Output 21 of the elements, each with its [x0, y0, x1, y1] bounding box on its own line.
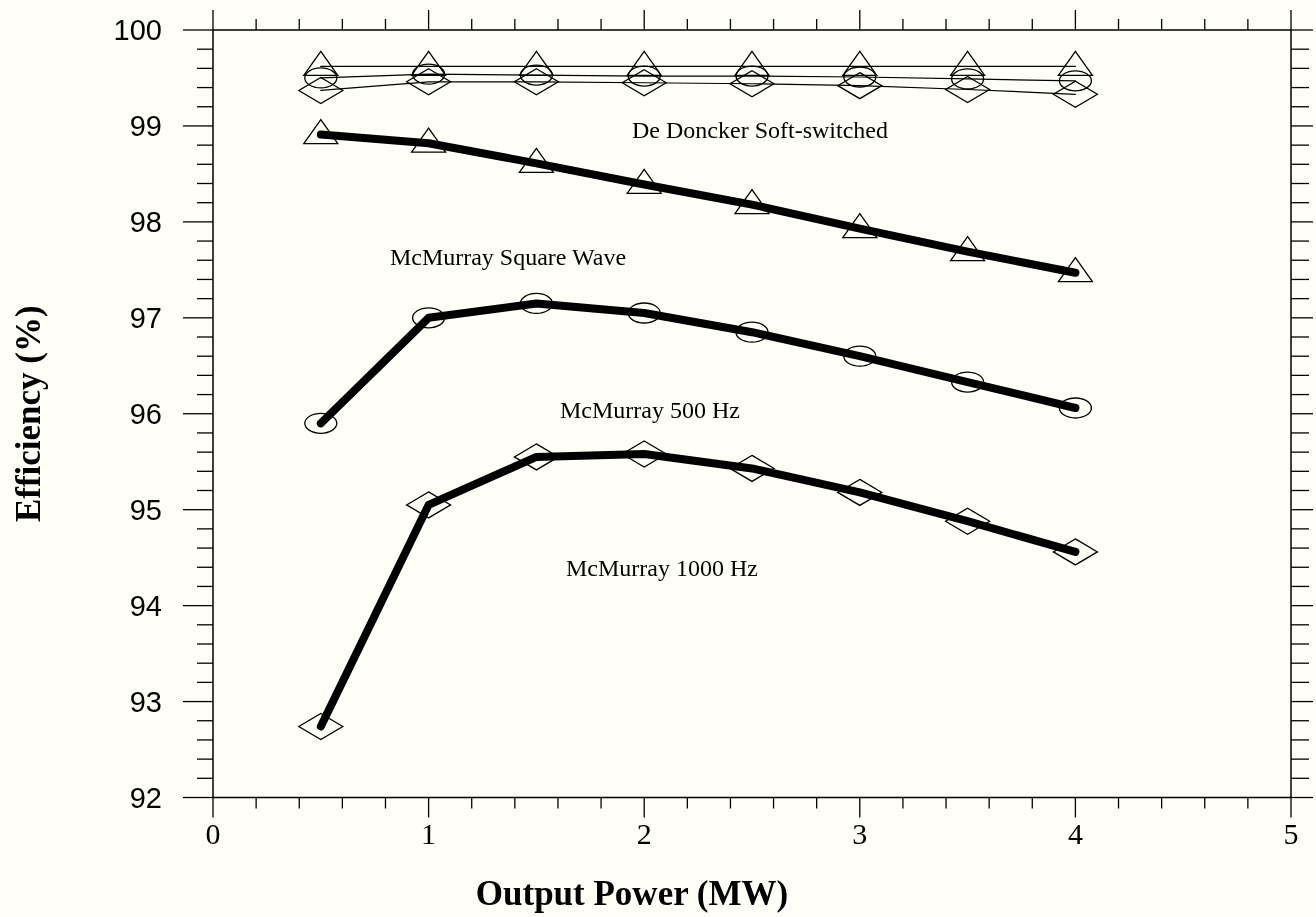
x-tick-label: 4 [1067, 816, 1083, 850]
x-tick-label: 2 [636, 816, 652, 850]
y-tick-label: 98 [129, 205, 162, 238]
y-tick-label: 93 [129, 685, 162, 718]
x-axis-title: Output Power (MW) [475, 874, 789, 913]
annotation: De Doncker Soft-switched [632, 117, 888, 143]
x-tick-label: 3 [852, 816, 868, 850]
y-tick-label: 92 [129, 781, 162, 814]
annotation: McMurray Square Wave [389, 244, 627, 270]
y-tick-label: 95 [129, 493, 162, 526]
y-tick-label: 99 [129, 109, 162, 142]
y-tick-label: 94 [129, 589, 162, 622]
x-tick-label: 1 [421, 816, 437, 850]
y-tick-label: 100 [113, 14, 162, 46]
y-tick-label: 97 [129, 301, 162, 334]
annotation: McMurray 1000 Hz [566, 555, 758, 581]
x-tick-label: 5 [1283, 816, 1299, 850]
y-axis-title: Efficiency (%) [9, 305, 48, 523]
x-tick-label: 0 [205, 816, 221, 850]
y-tick-label: 96 [129, 397, 162, 430]
annotation: McMurray 500 Hz [560, 397, 740, 423]
